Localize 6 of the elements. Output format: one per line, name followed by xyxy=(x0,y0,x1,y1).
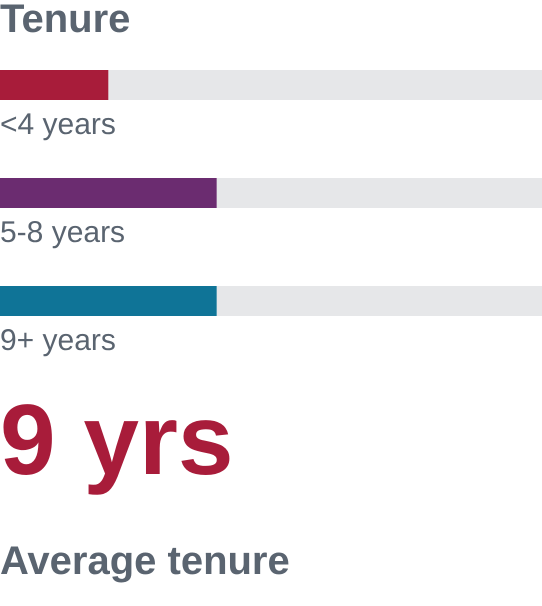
y-tick-label: 5-8 years xyxy=(0,216,126,249)
y-tick-label: 9+ years xyxy=(0,324,116,357)
annotation: 9 yrs xyxy=(0,384,234,496)
text: Average tenure xyxy=(0,539,290,583)
y-tick-label: <4 years xyxy=(0,108,116,141)
chart-title: Tenure xyxy=(0,0,130,41)
